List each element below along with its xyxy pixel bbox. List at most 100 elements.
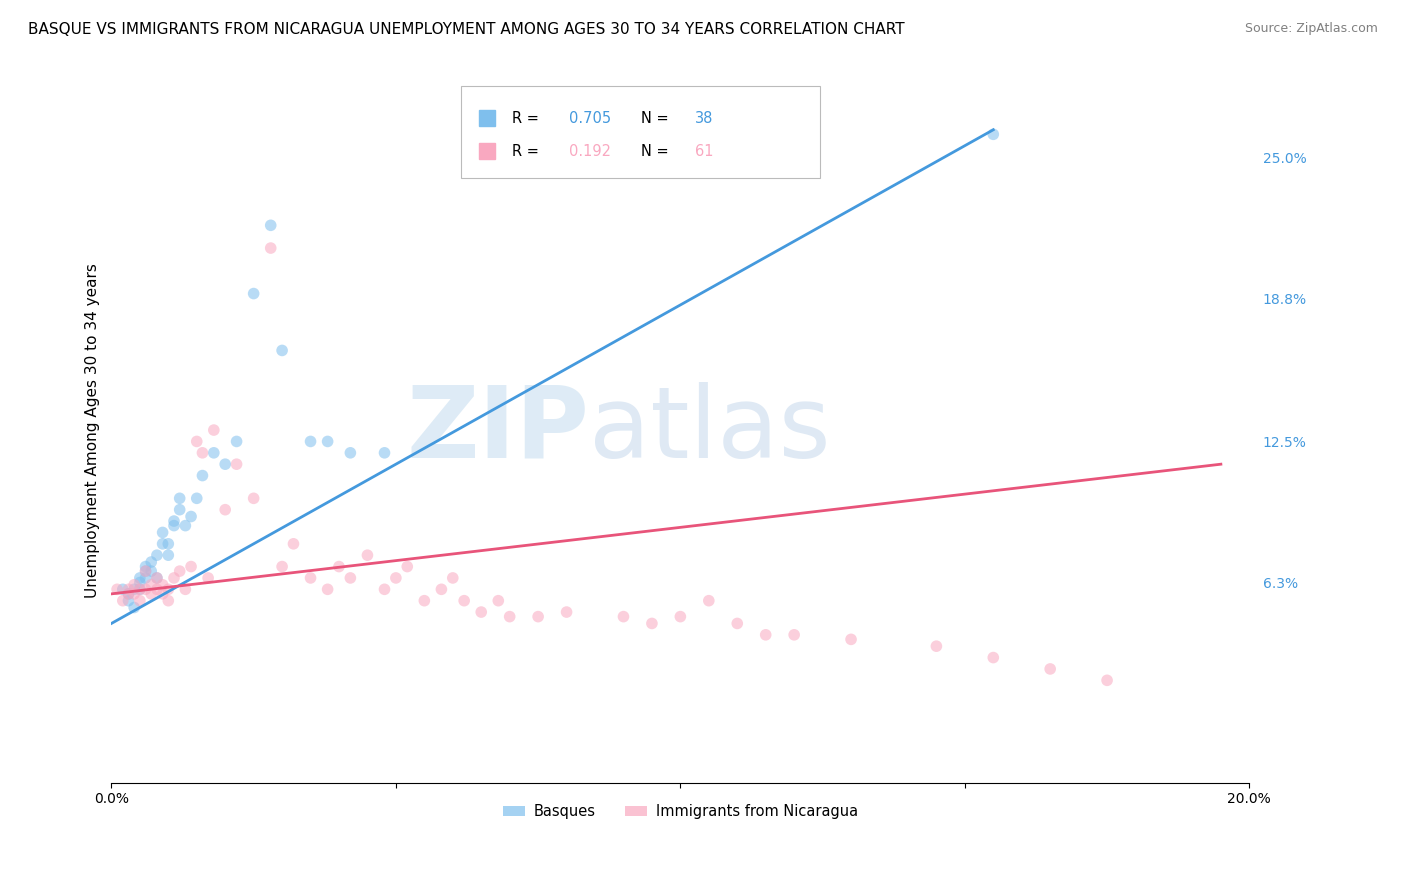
Point [157,537,180,551]
Point [260,219,283,233]
Point [128,582,150,597]
Point [174,518,197,533]
Point [191,468,214,483]
Point [271,343,294,358]
Point [430,582,453,597]
Point [163,514,186,528]
Point [453,593,475,607]
Point [128,571,150,585]
Legend: Basques, Immigrants from Nicaragua: Basques, Immigrants from Nicaragua [498,798,863,825]
Text: R =: R = [512,144,544,159]
Point [669,609,692,624]
Point [117,587,139,601]
Point [169,564,191,578]
Point [117,587,139,601]
Point [299,571,322,585]
Point [122,582,145,597]
Text: 0.705: 0.705 [569,111,612,126]
Point [152,587,174,601]
Point [783,628,806,642]
Text: 38: 38 [695,111,713,126]
Text: Source: ZipAtlas.com: Source: ZipAtlas.com [1244,22,1378,36]
Point [186,491,208,506]
Point [163,518,186,533]
Point [1039,662,1062,676]
Point [111,582,134,597]
Point [146,571,169,585]
Point [470,605,492,619]
Point [316,582,339,597]
Point [612,609,634,624]
Point [527,609,550,624]
Point [105,582,128,597]
Point [385,571,408,585]
Point [339,571,361,585]
Point [174,582,197,597]
Point [328,559,350,574]
Text: N =: N = [641,111,673,126]
Point [197,571,219,585]
Point [141,578,163,592]
Point [180,559,202,574]
Point [163,571,186,585]
Point [1095,673,1118,688]
Point [396,559,419,574]
Point [135,582,157,597]
Point [214,502,236,516]
Point [283,537,305,551]
Point [157,593,180,607]
Point [122,600,145,615]
Point [152,537,174,551]
Point [242,286,264,301]
Point [135,564,157,578]
Point [299,434,322,449]
Point [225,434,247,449]
Point [839,632,862,647]
Point [981,650,1004,665]
Point [117,593,139,607]
Point [186,434,208,449]
Text: R =: R = [512,111,544,126]
Point [441,571,464,585]
Point [339,446,361,460]
Point [135,571,157,585]
Point [169,491,191,506]
Text: 61: 61 [695,144,714,159]
Point [122,587,145,601]
Point [180,509,202,524]
Point [128,593,150,607]
Point [260,241,283,255]
Point [316,434,339,449]
Point [141,587,163,601]
Point [271,559,294,574]
Point [499,609,522,624]
Point [128,575,150,590]
Text: BASQUE VS IMMIGRANTS FROM NICARAGUA UNEMPLOYMENT AMONG AGES 30 TO 34 YEARS CORRE: BASQUE VS IMMIGRANTS FROM NICARAGUA UNEM… [28,22,904,37]
Text: 0.192: 0.192 [569,144,610,159]
Point [122,578,145,592]
Point [202,446,225,460]
Point [157,582,180,597]
Point [135,559,157,574]
FancyBboxPatch shape [461,86,820,178]
Point [755,628,778,642]
Point [413,593,436,607]
Point [191,446,214,460]
Point [128,582,150,597]
Point [225,457,247,471]
Point [555,605,578,619]
Point [146,582,169,597]
Point [486,593,509,607]
Point [356,548,378,562]
Y-axis label: Unemployment Among Ages 30 to 34 years: Unemployment Among Ages 30 to 34 years [86,262,100,598]
Point [202,423,225,437]
Point [141,564,163,578]
Point [373,582,395,597]
Point [117,582,139,597]
Point [146,548,169,562]
Point [925,639,948,653]
Point [373,446,395,460]
Point [157,548,180,562]
Point [697,593,720,607]
Point [111,593,134,607]
